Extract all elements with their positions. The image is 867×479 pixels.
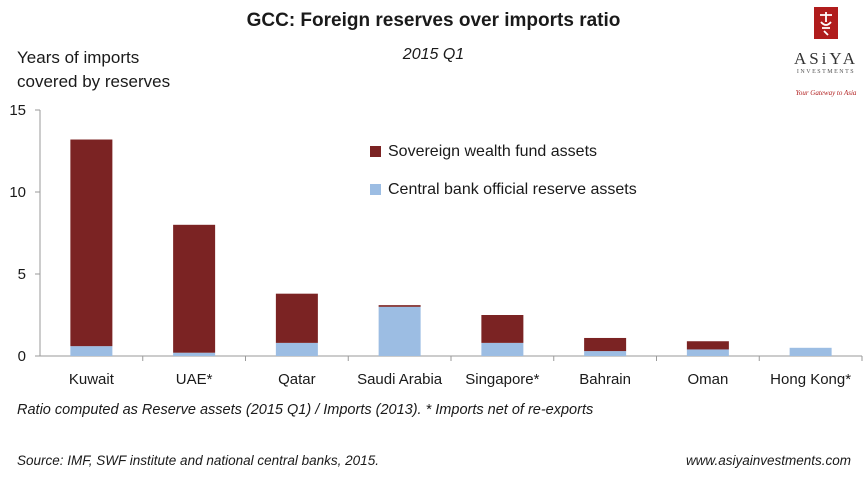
legend-label-1: Central bank official reserve assets	[388, 181, 637, 198]
chart-title: GCC: Foreign reserves over imports ratio	[246, 10, 621, 31]
bar-swf-4	[481, 315, 524, 343]
bar-swf-1	[173, 224, 216, 353]
y-tick-label: 5	[18, 266, 26, 283]
bar-central-bank-3	[378, 306, 421, 356]
company-logo: ASiYA INVESTMENTS Your Gateway to Asia	[786, 6, 866, 106]
bar-swf-5	[584, 337, 627, 352]
y-tick-label: 0	[18, 348, 26, 365]
bar-central-bank-4	[481, 342, 524, 356]
y-tick-label: 10	[9, 184, 26, 201]
bar-swf-2	[275, 293, 318, 343]
y-axis-label-line-2: covered by reserves	[17, 72, 171, 91]
bar-chart: 0 5 10 15 Kuwait UAE* Qatar Saudi Arabia Singapo…	[9, 102, 863, 388]
bar-swf-3	[378, 305, 421, 307]
source-note: Source: IMF, SWF institute and national …	[17, 453, 379, 468]
website-link[interactable]: www.asiyainvestments.com	[685, 453, 851, 468]
bar-swf-6	[686, 341, 729, 350]
footnote: Ratio computed as Reserve assets (2015 Q…	[17, 402, 594, 418]
logo-name: ASiYA	[793, 49, 859, 68]
bar-central-bank-7	[789, 347, 832, 356]
x-tick-label: Bahrain	[579, 371, 631, 388]
logo-subtitle: INVESTMENTS	[796, 69, 856, 75]
x-tick-label: Saudi Arabia	[357, 371, 443, 388]
bar-swf-0	[70, 139, 113, 347]
x-tick-label: Oman	[687, 371, 728, 388]
logo-emblem-icon	[814, 7, 838, 39]
x-tick-label: Singapore*	[465, 371, 539, 388]
x-tick-label: Hong Kong*	[770, 371, 851, 388]
y-axis-label: Years of imports covered by reserves	[17, 46, 170, 94]
bar-central-bank-1	[173, 352, 216, 356]
legend-swatch-1	[370, 184, 381, 195]
x-tick-label: Kuwait	[69, 371, 115, 388]
y-tick-label: 15	[9, 102, 26, 119]
bar-central-bank-0	[70, 346, 113, 356]
bar-central-bank-2	[275, 342, 318, 356]
logo-tagline: Your Gateway to Asia	[795, 89, 857, 97]
x-tick-label: Qatar	[278, 371, 316, 388]
bar-central-bank-6	[686, 349, 729, 356]
x-tick-label: UAE*	[176, 371, 213, 388]
legend-swatch-0	[370, 146, 381, 157]
legend-label-0: Sovereign wealth fund assets	[388, 143, 597, 160]
chart-subtitle: 2015 Q1	[402, 46, 465, 63]
bar-central-bank-5	[584, 351, 627, 356]
y-axis-label-line-1: Years of imports	[17, 48, 140, 67]
